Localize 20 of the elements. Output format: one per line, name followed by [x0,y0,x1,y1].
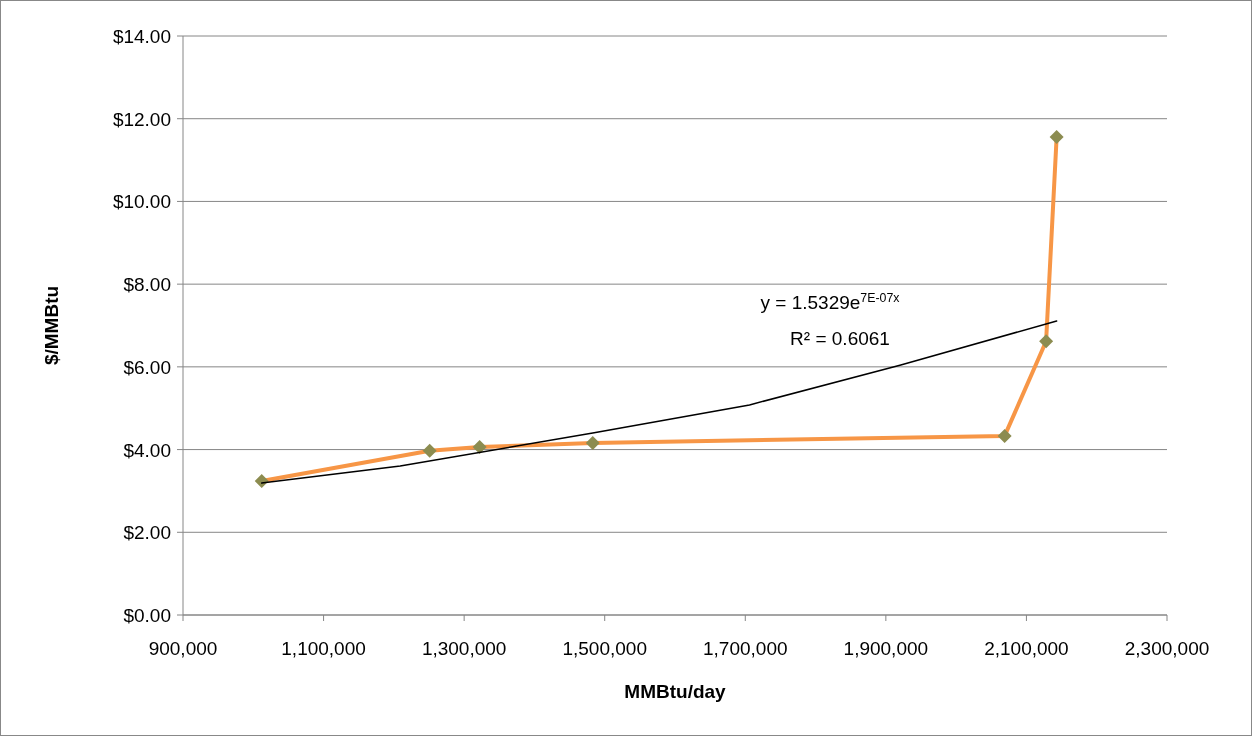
y-tick-label: $12.00 [112,108,171,130]
y-tick-label: $4.00 [123,439,171,461]
x-tick-label: 1,300,000 [421,638,507,659]
y-tick-label: $2.00 [123,522,171,544]
y-tick-label: $0.00 [123,605,171,626]
x-tick-label: 1,900,000 [843,638,929,659]
y-tick-label: $14.00 [112,26,171,47]
y-tick-label: $6.00 [123,356,171,378]
x-tick-label: 2,300,000 [1124,638,1210,659]
annotation: y = 1.5329e$^{7E-07x}$ [760,291,901,313]
y-axis-title: $/MMBtu [41,285,62,366]
x-tick-label: 900,000 [148,638,218,659]
x-tick-label: 2,100,000 [984,638,1069,659]
annotation: R² = 0.6061 [790,328,890,349]
x-tick-label: 1,700,000 [703,638,788,659]
x-tick-label: 1,500,000 [562,638,647,659]
y-tick-label: $10.00 [112,191,171,213]
x-tick-label: 1,100,000 [281,638,366,659]
x-axis-title: MMBtu/day [624,681,727,702]
y-tick-label: $8.00 [123,274,171,296]
